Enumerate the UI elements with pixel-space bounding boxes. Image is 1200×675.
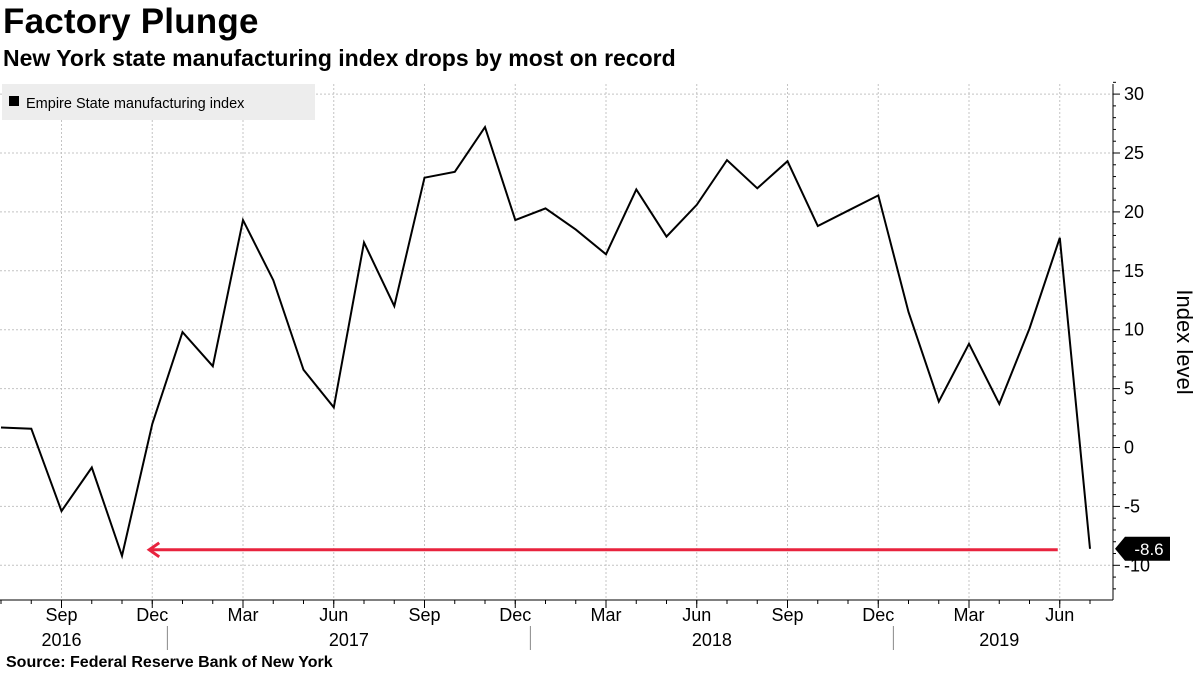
x-tick-label: Dec — [862, 605, 894, 625]
source-note: Source: Federal Reserve Bank of New York — [6, 654, 333, 671]
legend-swatch — [9, 96, 19, 106]
x-tick-label: Jun — [682, 605, 711, 625]
x-tick-label: Jun — [1045, 605, 1074, 625]
gridlines — [0, 84, 1113, 600]
x-year-label: 2016 — [41, 630, 81, 650]
x-year-label: 2017 — [329, 630, 369, 650]
y-tick-label: 15 — [1124, 261, 1144, 281]
arrow-head — [146, 541, 161, 559]
x-year-label: 2018 — [692, 630, 732, 650]
x-tick-label: Mar — [228, 605, 259, 625]
y-axis-label: Index level — [1172, 289, 1197, 394]
y-tick-label: 30 — [1124, 84, 1144, 104]
series-line — [0, 124, 1091, 560]
x-tick-label: Sep — [408, 605, 440, 625]
x-tick-label: Dec — [499, 605, 531, 625]
callout-box — [1115, 536, 1170, 561]
y-tick-label: 10 — [1124, 320, 1144, 340]
y-tick-label: 5 — [1124, 379, 1134, 399]
y-tick-label: 0 — [1124, 438, 1134, 458]
y-tick-label: 20 — [1124, 202, 1144, 222]
x-year-label: 2019 — [979, 630, 1019, 650]
annotation-arrow — [146, 541, 1058, 559]
series — [0, 124, 1091, 560]
y-tick-label: -5 — [1124, 496, 1140, 516]
x-tick-label: Sep — [771, 605, 803, 625]
x-tick-label: Dec — [136, 605, 168, 625]
y-tick-label: 25 — [1124, 143, 1144, 163]
chart-subtitle: New York state manufacturing index drops… — [3, 45, 676, 71]
legend: Empire State manufacturing index — [2, 84, 315, 120]
x-tick-label: Mar — [954, 605, 985, 625]
y-axis-title: Index level — [1172, 289, 1197, 394]
x-tick-label: Mar — [591, 605, 622, 625]
legend-box — [2, 84, 315, 120]
x-tick-label: Jun — [319, 605, 348, 625]
chart-title: Factory Plunge — [3, 2, 259, 41]
x-tick-label: Sep — [45, 605, 77, 625]
callout-label: -8.6 — [1134, 540, 1163, 559]
legend-label: Empire State manufacturing index — [26, 96, 245, 112]
last-value-callout: -8.6 — [1115, 536, 1170, 561]
